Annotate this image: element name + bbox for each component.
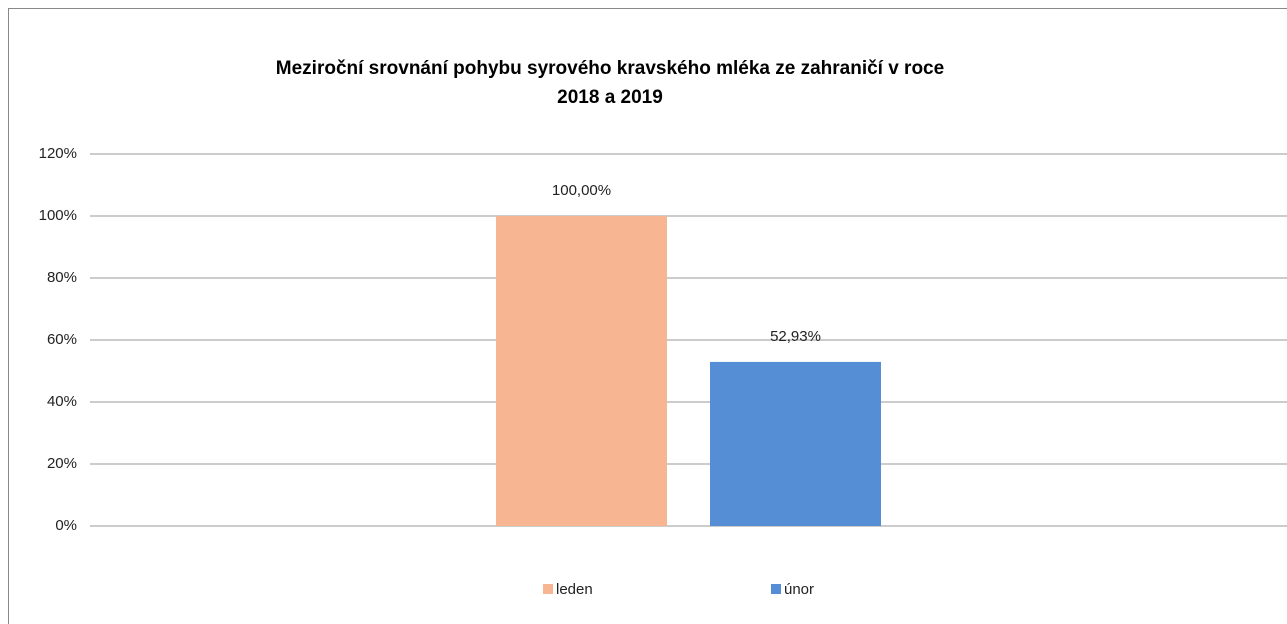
legend-swatch — [543, 584, 553, 594]
y-tick-label: 80% — [47, 269, 77, 286]
y-tick-label: 0% — [55, 517, 77, 534]
chart-title: 2018 a 2019 — [557, 87, 663, 108]
data-label: 100,00% — [552, 182, 611, 199]
bar — [710, 361, 881, 526]
y-tick-label: 100% — [39, 207, 77, 224]
y-tick-label: 60% — [47, 331, 77, 348]
bar — [496, 216, 667, 526]
chart-title: Meziroční srovnání pohybu syrového kravs… — [276, 58, 944, 79]
y-tick-label: 120% — [39, 145, 77, 162]
legend-swatch — [771, 584, 781, 594]
y-tick-label: 20% — [47, 455, 77, 472]
legend-label: únor — [784, 581, 814, 598]
y-tick-label: 40% — [47, 393, 77, 410]
legend-label: leden — [556, 581, 593, 598]
data-label: 52,93% — [770, 328, 821, 345]
